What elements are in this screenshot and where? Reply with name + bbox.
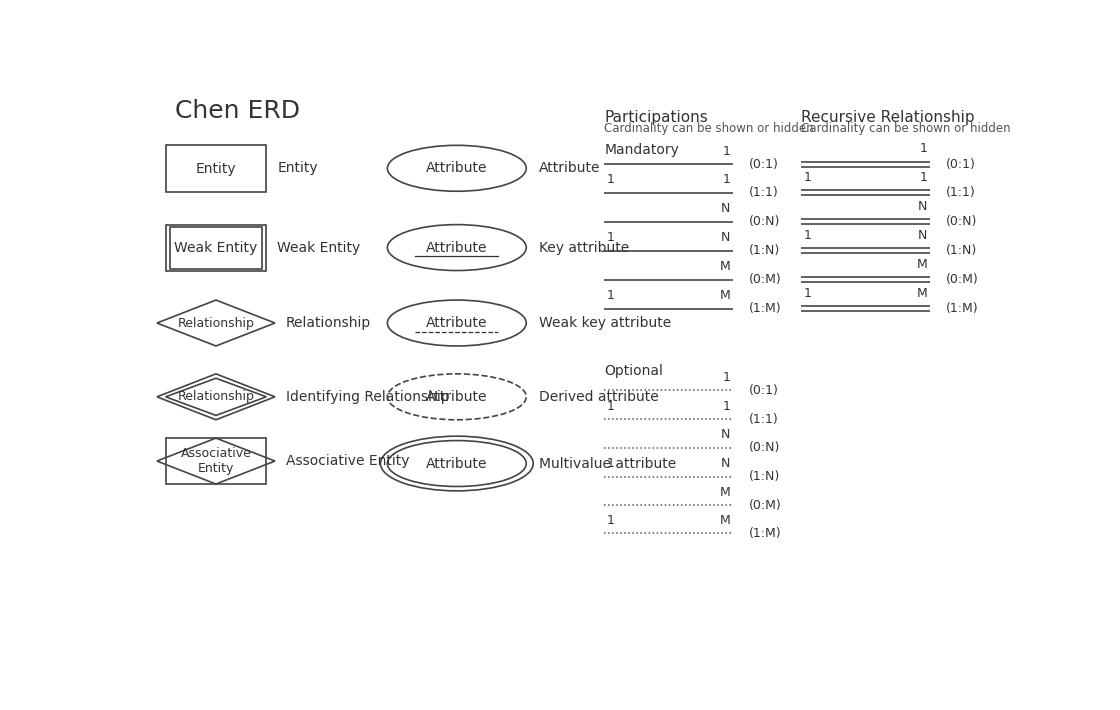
Text: Chen ERD: Chen ERD — [175, 99, 300, 123]
Text: Attribute: Attribute — [426, 241, 487, 255]
Text: 1: 1 — [607, 514, 615, 527]
Text: M: M — [719, 514, 730, 527]
Ellipse shape — [388, 300, 526, 346]
Text: 1: 1 — [804, 229, 812, 242]
Text: 1: 1 — [722, 145, 730, 158]
Text: N: N — [918, 229, 927, 242]
FancyBboxPatch shape — [166, 438, 265, 484]
Text: (0:N): (0:N) — [945, 215, 977, 229]
FancyBboxPatch shape — [166, 146, 265, 192]
Text: Participations: Participations — [605, 110, 708, 125]
Text: Multivalue attribute: Multivalue attribute — [540, 457, 676, 471]
Text: Weak Entity: Weak Entity — [277, 241, 361, 255]
Text: (1:N): (1:N) — [748, 470, 780, 483]
Text: Identifying Relationship: Identifying Relationship — [286, 390, 449, 404]
Text: (1:N): (1:N) — [748, 244, 780, 257]
Text: (1:M): (1:M) — [748, 527, 781, 540]
Text: (0:1): (0:1) — [945, 158, 976, 171]
Text: Entity: Entity — [277, 161, 318, 175]
Text: Relationship: Relationship — [177, 317, 254, 329]
Text: 1: 1 — [920, 171, 927, 184]
Text: 1: 1 — [722, 173, 730, 186]
Text: (1:1): (1:1) — [945, 187, 976, 200]
Text: 1: 1 — [804, 171, 812, 184]
Text: M: M — [719, 261, 730, 273]
Text: 1: 1 — [920, 143, 927, 155]
Text: Associative
Entity: Associative Entity — [180, 447, 251, 475]
Text: Relationship: Relationship — [177, 391, 254, 403]
Text: Attribute: Attribute — [426, 390, 487, 404]
Text: Attribute: Attribute — [426, 457, 487, 471]
Text: (1:1): (1:1) — [748, 187, 778, 200]
Text: N: N — [721, 231, 730, 244]
Text: N: N — [721, 457, 730, 470]
Text: Relationship: Relationship — [286, 316, 371, 330]
Text: 1: 1 — [722, 371, 730, 383]
Text: M: M — [916, 287, 927, 300]
Text: Cardinality can be shown or hidden: Cardinality can be shown or hidden — [802, 122, 1011, 136]
Text: 1: 1 — [607, 231, 615, 244]
Text: Recursive Relationship: Recursive Relationship — [802, 110, 976, 125]
Text: (0:M): (0:M) — [945, 273, 978, 286]
Text: N: N — [918, 200, 927, 213]
Text: (0:N): (0:N) — [748, 215, 780, 229]
Text: (0:1): (0:1) — [748, 158, 778, 171]
Text: N: N — [721, 202, 730, 215]
Text: Cardinality can be shown or hidden: Cardinality can be shown or hidden — [605, 122, 814, 136]
Text: 1: 1 — [804, 287, 812, 300]
Ellipse shape — [388, 224, 526, 271]
Ellipse shape — [388, 146, 526, 191]
Text: Attribute: Attribute — [426, 161, 487, 175]
Text: Attribute: Attribute — [426, 316, 487, 330]
Text: Derived attribute: Derived attribute — [540, 390, 659, 404]
Text: (1:M): (1:M) — [748, 302, 781, 315]
FancyBboxPatch shape — [166, 224, 265, 271]
Text: (1:M): (1:M) — [945, 302, 978, 315]
Text: Weak Entity: Weak Entity — [175, 241, 258, 255]
Ellipse shape — [388, 374, 526, 420]
Text: M: M — [916, 258, 927, 271]
Text: Mandatory: Mandatory — [605, 143, 679, 157]
Polygon shape — [157, 374, 276, 420]
Text: M: M — [719, 486, 730, 498]
Text: Key attribute: Key attribute — [540, 241, 629, 255]
Text: (0:1): (0:1) — [748, 384, 778, 397]
Text: M: M — [719, 289, 730, 302]
Text: 1: 1 — [607, 400, 615, 413]
Text: (1:1): (1:1) — [748, 413, 778, 426]
Polygon shape — [157, 300, 276, 346]
Text: 1: 1 — [607, 457, 615, 470]
Text: 1: 1 — [607, 289, 615, 302]
Text: Optional: Optional — [605, 364, 663, 378]
Text: 1: 1 — [607, 173, 615, 186]
Text: (1:N): (1:N) — [945, 244, 977, 257]
Text: Attribute: Attribute — [540, 161, 600, 175]
Text: 1: 1 — [722, 400, 730, 413]
Text: N: N — [721, 428, 730, 441]
Text: (0:M): (0:M) — [748, 498, 782, 512]
Text: (0:M): (0:M) — [748, 273, 782, 286]
Text: (0:N): (0:N) — [748, 441, 780, 454]
Ellipse shape — [388, 440, 526, 486]
Text: Entity: Entity — [196, 162, 236, 175]
Text: Weak key attribute: Weak key attribute — [540, 316, 672, 330]
Text: Associative Entity: Associative Entity — [286, 454, 409, 468]
